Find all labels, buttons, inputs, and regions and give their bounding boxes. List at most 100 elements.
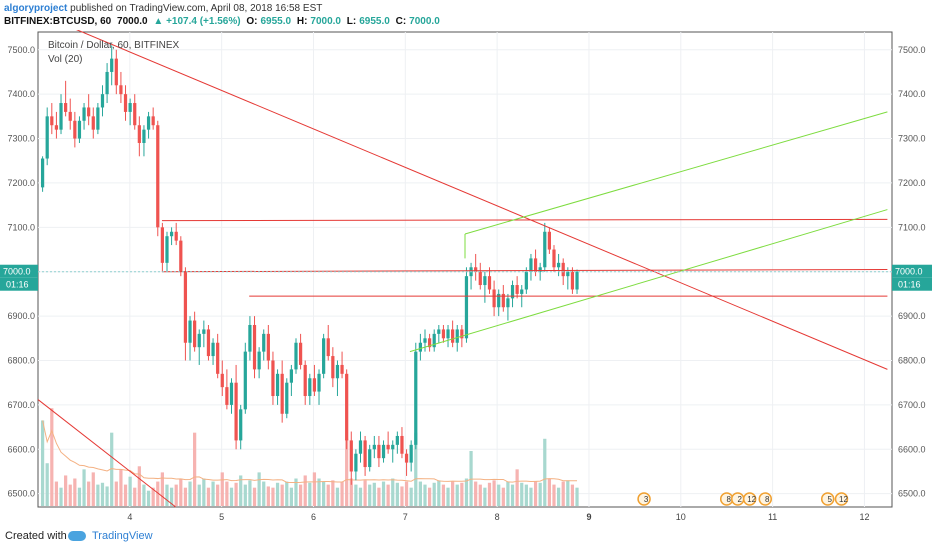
candle-body bbox=[211, 342, 215, 357]
y-tick-label-left: 6700.0 bbox=[7, 400, 35, 410]
legend-volume: Vol (20) bbox=[48, 54, 82, 65]
candle-body bbox=[262, 333, 266, 352]
candle-body bbox=[77, 120, 82, 139]
candle-body bbox=[335, 364, 340, 379]
volume-bar bbox=[87, 481, 91, 506]
x-tick-label: 8 bbox=[495, 512, 500, 522]
volume-bar bbox=[216, 484, 220, 506]
volume-bar bbox=[455, 484, 459, 506]
candle-body bbox=[409, 444, 413, 463]
volume-bar bbox=[64, 475, 68, 506]
candle-body bbox=[575, 271, 579, 290]
volume-bar bbox=[234, 482, 238, 506]
volume-bar bbox=[538, 482, 542, 506]
candle-body bbox=[501, 293, 505, 308]
author-link[interactable]: algoryproject bbox=[4, 3, 68, 14]
candle-body bbox=[386, 444, 390, 450]
tradingview-logo[interactable]: TradingView bbox=[68, 530, 153, 542]
candle-body bbox=[40, 158, 45, 188]
candle-body bbox=[368, 449, 372, 468]
price-tag-value: 7000.0 bbox=[3, 267, 31, 277]
candle-body bbox=[193, 320, 197, 348]
volume-bar bbox=[510, 484, 515, 506]
x-tick-label: 4 bbox=[127, 512, 132, 522]
candle-body bbox=[119, 85, 123, 95]
price-tag-value: 7000.0 bbox=[895, 267, 923, 277]
volume-bar bbox=[529, 487, 533, 506]
volume-bar bbox=[391, 478, 395, 506]
candle-body bbox=[538, 267, 542, 272]
event-flag-icon bbox=[742, 492, 757, 506]
volume-bar bbox=[478, 484, 482, 506]
volume-bar bbox=[446, 487, 450, 506]
volume-bar bbox=[68, 484, 72, 506]
event-count: 8 bbox=[726, 495, 731, 504]
volume-bar bbox=[483, 487, 487, 506]
candle-body bbox=[460, 329, 464, 339]
symbol-label: BITFINEX:BTCUSD, 60 bbox=[4, 16, 112, 27]
x-tick-label: 12 bbox=[859, 512, 869, 522]
volume-bar bbox=[82, 469, 86, 506]
candle-body bbox=[446, 329, 450, 339]
candle-body bbox=[73, 120, 77, 139]
volume-bar bbox=[298, 484, 303, 506]
candle-body bbox=[289, 369, 293, 383]
candle-body bbox=[243, 351, 247, 410]
event-count: 2 bbox=[738, 495, 743, 504]
open-value: 6955.0 bbox=[260, 16, 292, 27]
event-flag-icon bbox=[637, 492, 651, 506]
volume-bar bbox=[165, 484, 169, 506]
candle-body bbox=[183, 271, 188, 343]
x-tick-label: 7 bbox=[403, 512, 408, 522]
y-tick-label-left: 7400.0 bbox=[7, 89, 35, 99]
volume-bar bbox=[524, 484, 528, 506]
volume-bar bbox=[77, 487, 82, 506]
candle-body bbox=[54, 125, 59, 130]
candle-body bbox=[151, 116, 155, 126]
volume-bar bbox=[386, 484, 390, 506]
volume-bar bbox=[432, 482, 436, 506]
volume-bar bbox=[349, 478, 353, 506]
event-flag-icon bbox=[758, 492, 773, 506]
volume-bar bbox=[40, 420, 45, 506]
candle-body bbox=[266, 333, 270, 361]
volume-bar bbox=[285, 481, 289, 506]
candle-body bbox=[404, 453, 409, 463]
y-tick-label-right: 7200.0 bbox=[898, 178, 926, 188]
candle-body bbox=[487, 276, 492, 290]
volume-bar bbox=[123, 484, 128, 506]
price-chart[interactable]: 7500.0 7500.0 7400.0 7400.0 7300.0 7300.0 7200… bbox=[0, 30, 932, 526]
candle-body bbox=[492, 289, 496, 308]
candle-body bbox=[285, 382, 289, 414]
volume-bar bbox=[262, 481, 266, 506]
candle-body bbox=[298, 342, 303, 365]
candle-body bbox=[133, 103, 137, 126]
candle-body bbox=[294, 342, 298, 370]
volume-bar bbox=[552, 484, 556, 506]
event-markers: 3 8 2 12 8 5 12 bbox=[637, 492, 848, 506]
red-trendline bbox=[161, 218, 888, 222]
volume-bar bbox=[188, 481, 192, 506]
volume-bar bbox=[151, 487, 155, 506]
candle-body bbox=[110, 58, 114, 72]
volume-bars bbox=[40, 408, 579, 506]
candle-body bbox=[91, 116, 95, 130]
candle-body bbox=[464, 276, 469, 339]
candle-body bbox=[239, 409, 243, 441]
candle-body bbox=[570, 271, 575, 290]
candle-body bbox=[206, 329, 211, 357]
candle-body bbox=[331, 356, 335, 379]
price-change: ▲ +107.4 (+1.56%) bbox=[153, 16, 241, 27]
volume-bar bbox=[322, 481, 326, 506]
candle-body bbox=[474, 267, 478, 272]
candle-body bbox=[248, 324, 252, 352]
low-value: 6955.0 bbox=[359, 16, 390, 27]
volume-bar bbox=[423, 484, 427, 506]
volume-bar bbox=[174, 484, 178, 506]
volume-bar bbox=[119, 469, 123, 506]
volume-bar bbox=[202, 478, 206, 506]
publish-line: algoryproject published on TradingView.c… bbox=[4, 3, 322, 14]
candle-body bbox=[105, 71, 109, 95]
volume-bar bbox=[54, 481, 59, 506]
candle-body bbox=[552, 249, 556, 268]
